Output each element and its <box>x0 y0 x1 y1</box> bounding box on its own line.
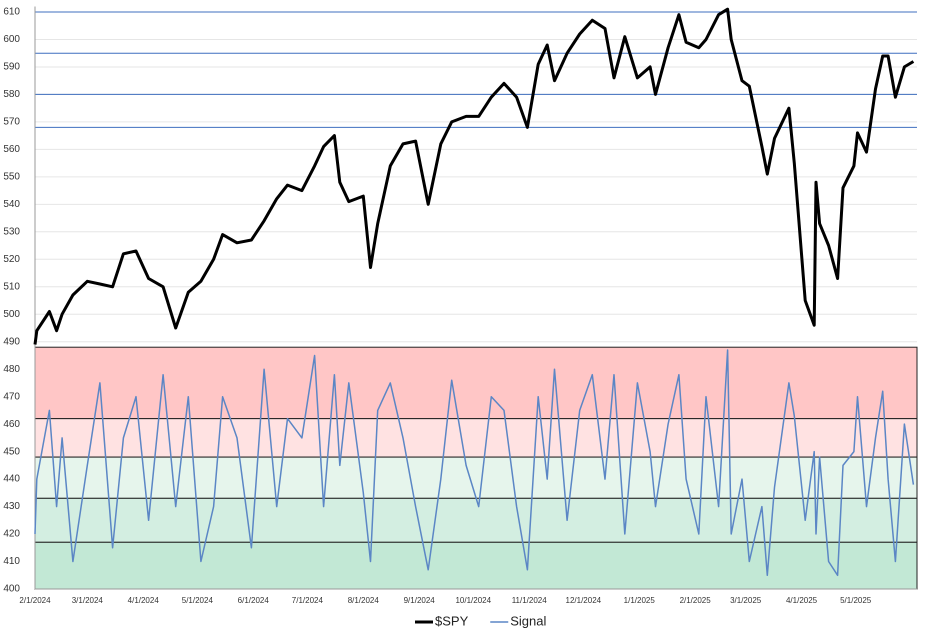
y-tick-label: 490 <box>3 336 20 347</box>
x-tick-label: 11/1/2024 <box>512 596 548 605</box>
y-tick-label: 480 <box>3 364 20 375</box>
x-tick-label: 7/1/2024 <box>292 596 324 605</box>
y-tick-label: 550 <box>3 171 20 182</box>
y-tick-label: 590 <box>3 62 20 73</box>
x-tick-label: 6/1/2024 <box>238 596 270 605</box>
y-tick-label: 560 <box>3 144 20 155</box>
y-tick-label: 420 <box>3 529 20 540</box>
band <box>34 541 918 590</box>
y-tick-label: 530 <box>3 226 20 237</box>
y-tick-label: 610 <box>3 7 20 18</box>
x-tick-label: 5/1/2025 <box>840 596 872 605</box>
y-tick-label: 400 <box>3 584 20 595</box>
x-tick-label: 8/1/2024 <box>348 596 380 605</box>
x-tick-label: 12/1/2024 <box>566 596 602 605</box>
x-tick-label: 4/1/2025 <box>786 596 818 605</box>
y-tick-label: 510 <box>3 281 20 292</box>
y-tick-label: 600 <box>3 34 20 45</box>
x-tick-label: 5/1/2024 <box>182 596 214 605</box>
series-line <box>33 7 915 345</box>
legend-label: Signal <box>510 613 546 628</box>
x-tick-label: 1/1/2025 <box>624 596 656 605</box>
x-tick-label: 10/1/2024 <box>455 596 491 605</box>
x-tick-label: 2/1/2024 <box>19 596 51 605</box>
y-tick-label: 520 <box>3 254 20 265</box>
y-tick-label: 410 <box>3 556 20 567</box>
y-tick-label: 580 <box>3 89 20 100</box>
y-tick-label: 570 <box>3 117 20 128</box>
legend-label: $SPY <box>435 613 469 628</box>
y-tick-label: 460 <box>3 419 20 430</box>
band <box>34 497 918 543</box>
x-tick-label: 4/1/2024 <box>128 596 160 605</box>
band <box>34 456 918 499</box>
y-tick-label: 440 <box>3 474 20 485</box>
x-tick-label: 9/1/2024 <box>404 596 436 605</box>
y-tick-label: 430 <box>3 501 20 512</box>
y-tick-label: 540 <box>3 199 20 210</box>
x-tick-label: 2/1/2025 <box>680 596 712 605</box>
x-tick-label: 3/1/2024 <box>72 596 104 605</box>
y-tick-label: 470 <box>3 391 20 402</box>
y-tick-label: 450 <box>3 446 20 457</box>
y-tick-label: 500 <box>3 309 20 320</box>
x-tick-label: 3/1/2025 <box>730 596 762 605</box>
series-line <box>34 349 915 577</box>
